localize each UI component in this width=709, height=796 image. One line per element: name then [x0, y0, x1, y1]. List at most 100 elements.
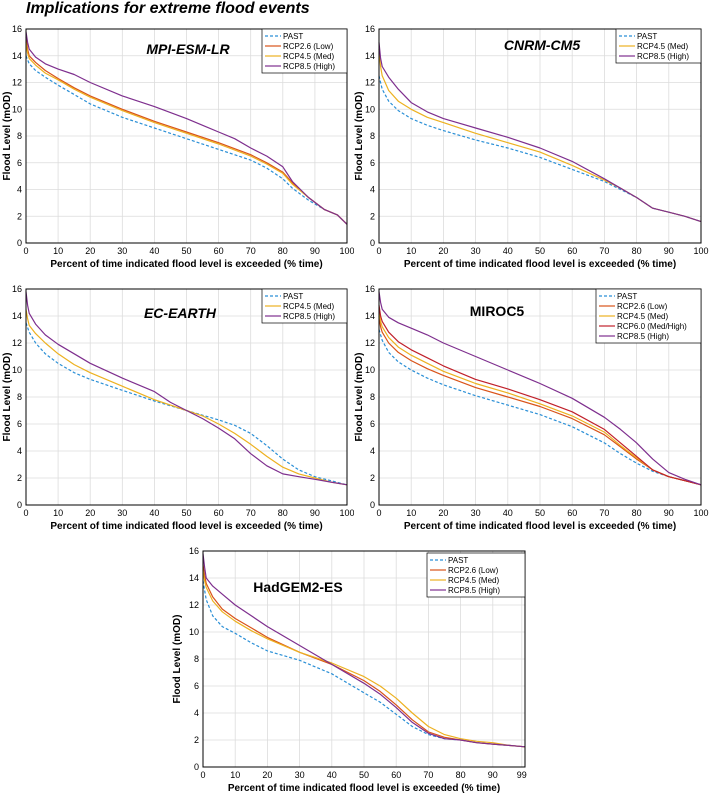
y-axis-label: Flood Level (mOD)	[354, 353, 365, 442]
x-tick-label: 90	[664, 246, 674, 256]
y-tick-label: 8	[370, 131, 375, 141]
chart-title: EC-EARTH	[144, 305, 217, 321]
x-tick-label: 70	[246, 508, 256, 518]
chart-title: MIROC5	[470, 303, 525, 319]
y-tick-label: 6	[370, 419, 375, 429]
y-tick-label: 10	[189, 627, 199, 637]
x-tick-label: 0	[376, 246, 381, 256]
chart-miroc5: 0 10 20 30 40 50 60 70 80 90 100 0 2 4 6 8 10 12 14 16 Perce…	[354, 284, 709, 532]
y-tick-label: 14	[12, 51, 22, 61]
x-tick-label: 20	[262, 770, 272, 780]
legend-entry-past: PAST	[448, 556, 468, 565]
series-line-rcp8-5-high	[25, 31, 348, 225]
x-tick-label: 70	[423, 770, 433, 780]
x-tick-label: 60	[567, 508, 577, 518]
x-tick-label: 60	[567, 246, 577, 256]
x-tick-label: 50	[359, 770, 369, 780]
axes-frame	[25, 288, 348, 506]
y-tick-label: 4	[194, 708, 199, 718]
y-tick-label: 12	[12, 78, 22, 88]
axes-frame	[378, 288, 702, 506]
legend-entry-past: PAST	[283, 292, 303, 301]
y-tick-label: 0	[17, 238, 22, 248]
y-tick-label: 14	[365, 51, 375, 61]
x-tick-label: 20	[438, 508, 448, 518]
x-tick-label: 60	[214, 246, 224, 256]
x-tick-label: 100	[339, 246, 354, 256]
series-line-rcp8-5-high	[378, 42, 702, 223]
y-tick-label: 16	[365, 24, 375, 34]
y-tick-label: 4	[370, 446, 375, 456]
series-line-rcp6-0-med-high	[378, 305, 702, 486]
x-tick-label: 50	[181, 508, 191, 518]
x-tick-label: 40	[149, 508, 159, 518]
x-axis-label: Percent of time indicated flood level is…	[404, 521, 676, 532]
x-tick-label: 20	[85, 508, 95, 518]
y-tick-label: 12	[189, 600, 199, 610]
y-tick-label: 4	[17, 446, 22, 456]
y-tick-label: 6	[17, 419, 22, 429]
legend-entry-past: PAST	[283, 32, 303, 41]
legend-entry-rcp4-5-med: RCP4.5 (Med)	[283, 302, 334, 311]
x-tick-label: 50	[535, 246, 545, 256]
chart-title: HadGEM2-ES	[253, 579, 342, 595]
x-tick-label: 80	[278, 246, 288, 256]
x-tick-label: 20	[438, 246, 448, 256]
y-tick-label: 16	[365, 284, 375, 294]
legend-entry-rcp4-5-med: RCP4.5 (Med)	[617, 312, 668, 321]
series-line-past	[378, 329, 702, 486]
x-tick-label: 90	[664, 508, 674, 518]
y-axis-label: Flood Level (mOD)	[2, 92, 13, 181]
axes-frame	[378, 28, 702, 244]
x-tick-label: 90	[310, 246, 320, 256]
x-tick-label: 60	[214, 508, 224, 518]
x-tick-label: 10	[53, 508, 63, 518]
legend-entry-rcp4-5-med: RCP4.5 (Med)	[283, 52, 334, 61]
x-tick-label: 60	[391, 770, 401, 780]
legend-entry-rcp2-6-low: RCP2.6 (Low)	[448, 566, 499, 575]
x-tick-label: 0	[200, 770, 205, 780]
y-tick-label: 16	[12, 24, 22, 34]
y-tick-label: 6	[194, 681, 199, 691]
x-tick-label: 30	[471, 508, 481, 518]
y-tick-label: 14	[189, 573, 199, 583]
x-tick-label: 10	[53, 246, 63, 256]
x-tick-label: 50	[535, 508, 545, 518]
x-tick-label: 40	[503, 508, 513, 518]
y-axis-label: Flood Level (mOD)	[354, 92, 365, 181]
y-tick-label: 4	[17, 185, 22, 195]
chart-mpi-esm-lr: 0 10 20 30 40 50 60 70 80 90 100 0 2 4 6 8 10 12 14 16 Perce…	[2, 24, 354, 270]
series-line-rcp8-5-high	[25, 291, 348, 486]
y-tick-label: 0	[370, 500, 375, 510]
x-tick-label: 50	[181, 246, 191, 256]
y-tick-label: 2	[194, 735, 199, 745]
x-axis-label: Percent of time indicated flood level is…	[50, 259, 322, 270]
legend-entry-past: PAST	[617, 292, 637, 301]
axes-frame	[202, 550, 526, 768]
series-line-rcp8-5-high	[378, 291, 702, 486]
legend-entry-rcp8-5-high: RCP8.5 (High)	[283, 62, 335, 71]
x-tick-label: 20	[85, 246, 95, 256]
y-tick-label: 2	[370, 211, 375, 221]
y-tick-label: 16	[12, 284, 22, 294]
y-tick-label: 12	[365, 78, 375, 88]
y-tick-label: 4	[370, 185, 375, 195]
chart-title: MPI-ESM-LR	[146, 41, 230, 57]
x-tick-label: 90	[488, 770, 498, 780]
x-tick-label: 30	[117, 246, 127, 256]
y-tick-label: 12	[365, 338, 375, 348]
x-tick-label: 0	[23, 508, 28, 518]
x-tick-label: 30	[117, 508, 127, 518]
legend-entry-rcp4-5-med: RCP4.5 (Med)	[637, 42, 688, 51]
y-tick-label: 0	[17, 500, 22, 510]
y-tick-label: 8	[194, 654, 199, 664]
x-tick-label: 10	[406, 508, 416, 518]
series-line-rcp8-5-high	[202, 553, 526, 748]
x-tick-label: 10	[406, 246, 416, 256]
y-tick-label: 2	[17, 211, 22, 221]
x-tick-label: 100	[339, 508, 354, 518]
x-tick-label: 40	[503, 246, 513, 256]
series-line-past	[25, 55, 348, 225]
legend-entry-rcp6-0-med-high: RCP6.0 (Med/High)	[617, 322, 687, 331]
y-tick-label: 14	[365, 311, 375, 321]
